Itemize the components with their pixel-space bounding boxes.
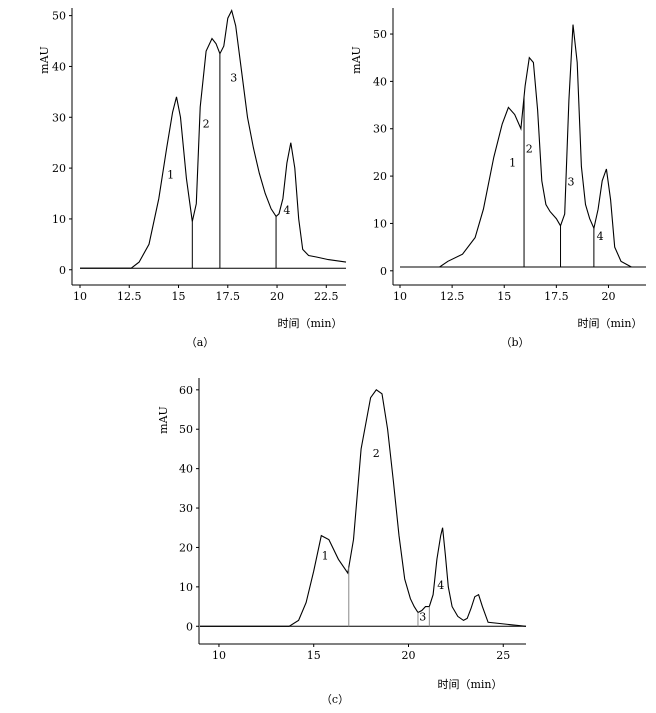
x-tick-label: 25 — [496, 649, 510, 662]
y-tick-label: 40 — [373, 75, 387, 88]
y-tick-label: 60 — [179, 384, 193, 397]
x-tick-label: 15 — [307, 649, 321, 662]
peak-label: 1 — [509, 157, 516, 170]
x-tick-label: 20 — [601, 290, 615, 303]
y-tick-label: 50 — [179, 423, 193, 436]
peak-label: 2 — [203, 117, 210, 130]
y-tick-label: 10 — [52, 213, 66, 226]
x-tick-label: 22.5 — [314, 290, 339, 303]
y-tick-label: 0 — [380, 265, 387, 278]
x-tick-label: 17.5 — [544, 290, 569, 303]
x-axis-label: 时间（min） — [437, 678, 502, 691]
y-tick-label: 40 — [179, 463, 193, 476]
peak-label: 4 — [597, 230, 604, 243]
chromatogram-trace — [80, 8, 347, 269]
y-tick-label: 0 — [186, 620, 193, 633]
x-tick-label: 10 — [393, 290, 407, 303]
y-tick-label: 50 — [373, 28, 387, 41]
y-tick-label: 0 — [59, 264, 66, 277]
panel-caption: （a） — [186, 336, 215, 349]
x-tick-label: 17.5 — [216, 290, 241, 303]
y-tick-label: 30 — [373, 123, 387, 136]
x-tick-label: 15 — [172, 290, 186, 303]
peak-label: 2 — [373, 447, 380, 460]
x-axis-label: 时间（min） — [277, 317, 342, 330]
peak-label: 3 — [419, 610, 426, 623]
panel-caption: （b） — [500, 336, 529, 349]
x-tick-label: 12.5 — [117, 290, 142, 303]
chart-panel-b: 0 10 20 30 40 50 10 12.5 15 17.5 20 mAU 时间（min） （b） 12… — [350, 8, 646, 349]
chart-panel-c: 0 10 20 30 40 50 60 10 15 20 25 mAU 时间（min） （c） 1 2 3 4 — [157, 378, 527, 706]
x-tick-label: 15 — [497, 290, 511, 303]
x-tick-label: 10 — [73, 290, 87, 303]
peak-label: 1 — [167, 168, 174, 181]
y-tick-label: 50 — [52, 10, 66, 23]
y-tick-label: 10 — [373, 217, 387, 230]
y-tick-label: 40 — [52, 60, 66, 73]
peak-label: 1 — [322, 549, 329, 562]
y-axis-label: mAU — [350, 46, 363, 74]
chromatogram-trace — [200, 389, 527, 627]
y-axis-label: mAU — [157, 406, 170, 434]
chromatogram-trace — [400, 24, 632, 268]
x-tick-label: 20 — [401, 649, 415, 662]
panel-caption: （c） — [321, 693, 349, 706]
peak-label: 2 — [526, 142, 533, 155]
peak-label: 4 — [283, 204, 290, 217]
x-tick-label: 10 — [212, 649, 226, 662]
peak-label: 3 — [230, 72, 237, 85]
peak-label: 4 — [437, 579, 444, 592]
y-tick-label: 10 — [179, 581, 193, 594]
y-tick-label: 20 — [179, 541, 193, 554]
chart-panel-a: 0 10 20 30 40 50 10 12.5 15 17.5 20 22.5 mAU 时间（min） （… — [38, 8, 347, 349]
x-tick-label: 12.5 — [440, 290, 465, 303]
y-tick-label: 20 — [52, 162, 66, 175]
x-tick-label: 20 — [270, 290, 284, 303]
y-axis-label: mAU — [38, 46, 51, 74]
x-axis-label: 时间（min） — [577, 317, 642, 330]
peak-label: 3 — [567, 176, 574, 189]
y-tick-label: 20 — [373, 170, 387, 183]
y-tick-label: 30 — [52, 111, 66, 124]
y-tick-label: 30 — [179, 502, 193, 515]
